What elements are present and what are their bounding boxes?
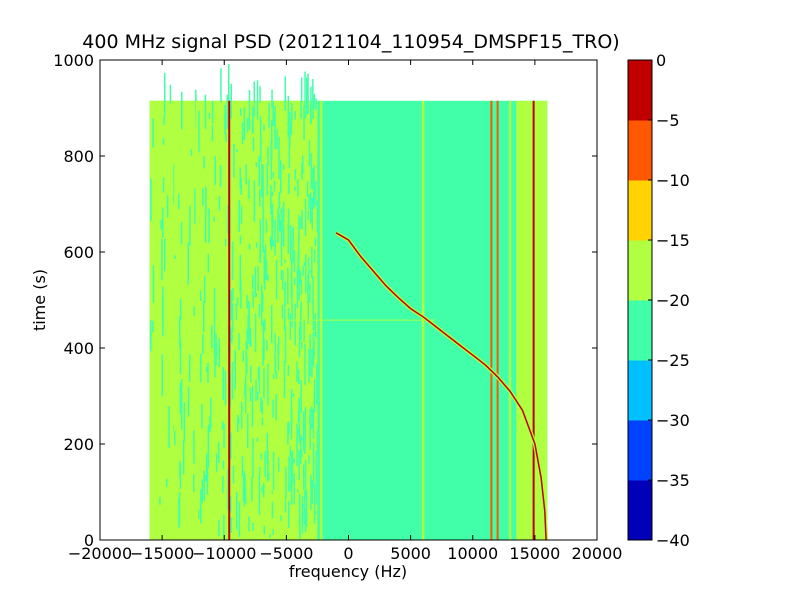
colorbar-level — [628, 300, 652, 361]
colorbar-level — [628, 180, 652, 241]
colorbar-tick-label: −35 — [656, 471, 690, 490]
colorbar-tick-label: −30 — [656, 411, 690, 430]
x-tick-label: 20000 — [572, 544, 623, 563]
colorbar: 0 −5 −10 −15 −20 −25 −30 −35 −40 — [627, 51, 690, 550]
x-tick-label: 0 — [343, 544, 353, 563]
colorbar-level — [628, 480, 652, 541]
doppler-track — [335, 232, 547, 540]
high-frequency-band — [516, 100, 548, 540]
y-tick-label: 0 — [84, 531, 94, 550]
y-tick-label: 600 — [63, 243, 94, 262]
x-tick-label: −10000 — [192, 544, 256, 563]
colorbar-level — [628, 60, 652, 121]
colorbar-tick-label: 0 — [656, 51, 666, 70]
colorbar-level — [628, 120, 652, 181]
chart-title: 400 MHz signal PSD (20121104_110954_DMSP… — [82, 31, 619, 53]
colorbar-tick-label: −5 — [656, 111, 680, 130]
colorbar-tick-label: −25 — [656, 351, 690, 370]
x-tick-label: 15000 — [509, 544, 560, 563]
colorbar-tick-label: −40 — [656, 531, 690, 550]
y-axis-ticks: 0 200 400 600 800 1000 — [53, 51, 597, 550]
x-tick-label: −20000 — [68, 544, 132, 563]
y-tick-label: 400 — [63, 339, 94, 358]
plot-area: −20000−15000−10000 −5000 0 5000 10000 15000 20… — [53, 51, 622, 563]
x-tick-label: 5000 — [390, 544, 431, 563]
y-axis-label: time (s) — [30, 269, 49, 331]
colorbar-level — [628, 420, 652, 481]
y-tick-label: 1000 — [53, 51, 94, 70]
x-tick-label: −5000 — [259, 544, 313, 563]
y-tick-label: 800 — [63, 147, 94, 166]
colorbar-tick-label: −20 — [656, 291, 690, 310]
x-tick-label: −15000 — [130, 544, 194, 563]
colorbar-level — [628, 240, 652, 301]
x-axis-label: frequency (Hz) — [289, 562, 407, 581]
y-tick-label: 200 — [63, 435, 94, 454]
colorbar-tick-label: −10 — [656, 171, 690, 190]
x-axis-ticks: −20000−15000−10000 −5000 0 5000 10000 15000 20… — [68, 60, 623, 563]
colorbar-level — [628, 360, 652, 421]
spectrogram — [149, 64, 549, 540]
colorbar-tick-label: −15 — [656, 231, 690, 250]
x-tick-label: 10000 — [447, 544, 498, 563]
